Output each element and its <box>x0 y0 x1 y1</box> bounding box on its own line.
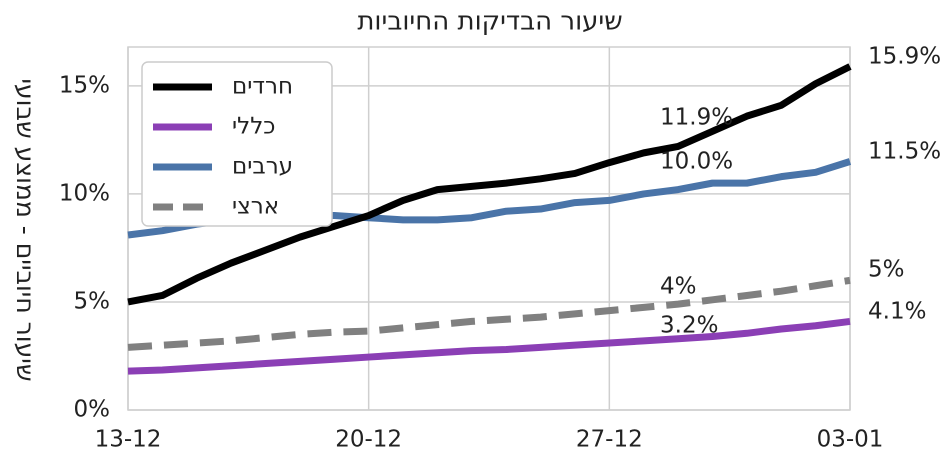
end-label: 15.9% <box>868 44 941 70</box>
end-label: 11.5% <box>868 139 941 165</box>
end-label: 4.1% <box>868 299 926 325</box>
annotation: 3.2% <box>660 313 718 339</box>
y-tick-label: 10% <box>59 180 110 206</box>
legend-label: ערבים <box>232 154 293 180</box>
annotation: 11.9% <box>660 105 733 131</box>
line <box>127 63 852 306</box>
legend-box <box>141 61 333 227</box>
end-label: 5% <box>868 257 905 283</box>
legend-label: ארצי <box>232 194 279 220</box>
y-tick-label: 5% <box>74 288 111 314</box>
annotation: 4% <box>660 274 697 300</box>
line <box>127 317 851 375</box>
y-axis-label: שיעור חיוביים - ממוצע שבועי <box>11 78 40 381</box>
x-tick-label: 13-12 <box>95 427 162 453</box>
y-tick-label: 15% <box>59 72 110 98</box>
plot-border <box>127 46 851 411</box>
legend-label: חרדים <box>232 74 293 100</box>
line <box>127 276 851 351</box>
chart-title: שיעור הבדיקות החיוביות <box>357 7 622 37</box>
annotation: 10.0% <box>660 149 733 175</box>
x-tick-label: 27-12 <box>576 427 643 453</box>
x-tick-label: 03-01 <box>817 427 884 453</box>
legend-label: כללי <box>232 114 275 140</box>
x-tick-label: 20-12 <box>335 427 402 453</box>
y-tick-label: 0% <box>74 397 111 423</box>
